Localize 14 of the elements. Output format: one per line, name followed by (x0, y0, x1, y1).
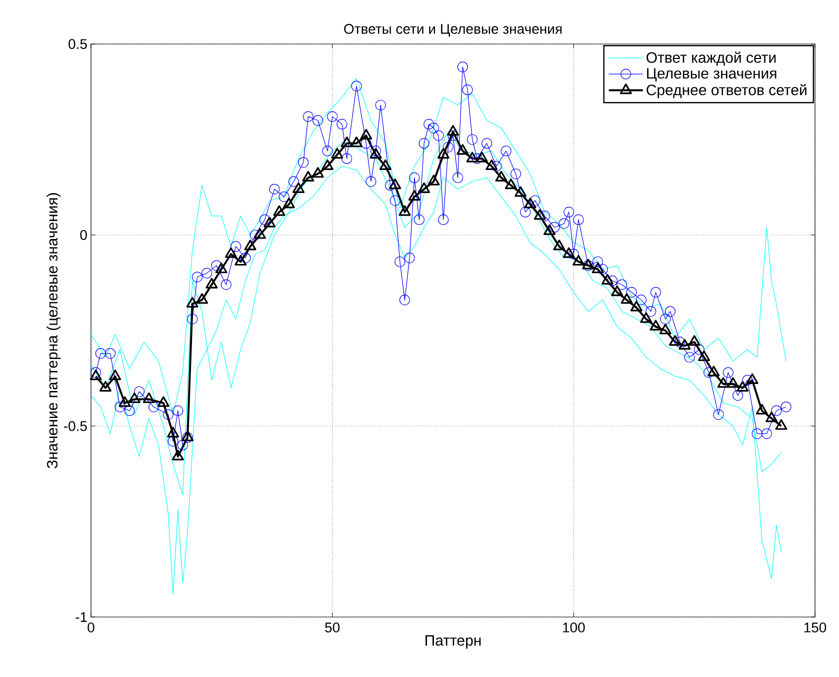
x-tick-label: 150 (804, 622, 826, 632)
x-tick-label: 50 (325, 622, 340, 632)
y-tick-label: -0.5 (64, 421, 87, 431)
x-tick-label: 0 (88, 622, 94, 632)
legend-label: Целевые значения (647, 68, 776, 82)
legend-label: Среднее ответов сетей (646, 84, 806, 98)
y-tick-label: 0.5 (68, 39, 87, 49)
x-axis-title: Паттерн (426, 635, 481, 649)
y-tick-label: -1 (76, 612, 87, 622)
y-axis-title: Значение паттерна (целевые значения) (46, 193, 61, 468)
chart-title: Ответы сети и Целевые значения (344, 24, 562, 37)
x-tick-label: 100 (563, 622, 585, 632)
y-tick-label: 0 (80, 230, 87, 240)
legend-label: Ответ каждой сети (646, 52, 776, 66)
